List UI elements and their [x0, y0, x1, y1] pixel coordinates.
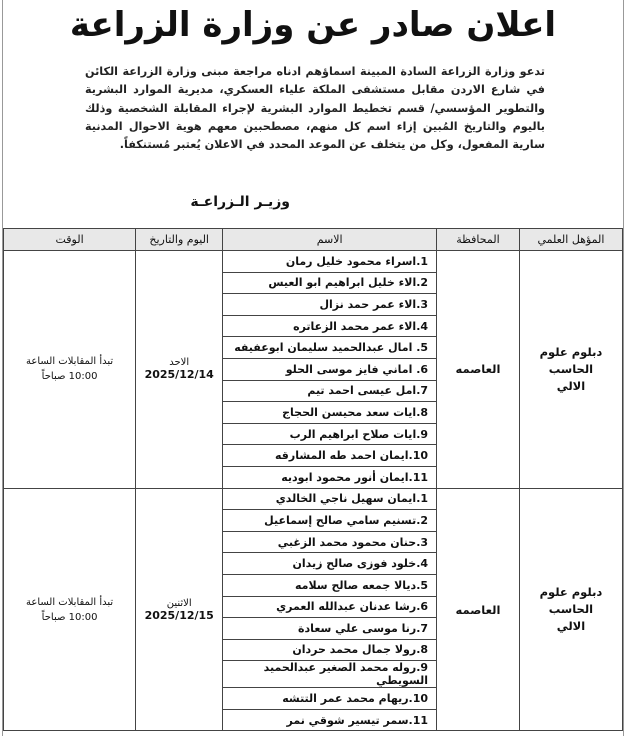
candidate-name: 3.الاء عمر حمد نزال [222, 293, 438, 316]
header-date: اليوم والتاريخ [135, 228, 224, 251]
date-cell: الاثنين 2025/12/15 [135, 487, 224, 732]
time: تبدأ المقابلات الساعة 10:00 صباحاً [25, 356, 114, 383]
table-row: 11.سمر تيسير شوقي نمر [4, 708, 623, 732]
day: الاحد [169, 357, 190, 369]
header-name: الاسم [222, 228, 438, 251]
qualification-cell: دبلوم علوم الحاسب الالي [518, 250, 624, 489]
candidate-name: 7.امل عيسى احمد تيم [222, 379, 438, 403]
table-row: 2.الاء خليل ابراهيم ابو العيس [4, 271, 623, 295]
candidate-name: 10.ريهام محمد عمر التتشه [222, 687, 438, 710]
candidate-name: 11.ايمان أنور محمود ابوديه [222, 465, 438, 489]
table-row: 5.ديالا جمعه صالح سلامه [4, 573, 623, 597]
table-row: 10.ايمان احمد طه المشارقه [4, 444, 623, 467]
announcement-title: اعلان صادر عن وزارة الزراعة [69, 5, 557, 45]
candidate-name: 4.خلود فوزى صالح زيدان [222, 552, 438, 575]
candidate-name: 11.سمر تيسير شوقي نمر [222, 708, 438, 732]
governorate: العاصمه [455, 362, 501, 377]
candidate-name: 5.ديالا جمعه صالح سلامه [222, 573, 438, 597]
candidate-name: 6.رشا عدنان عبدالله العمري [222, 595, 438, 619]
day: الاثنين [166, 597, 192, 609]
candidate-name: 10.ايمان احمد طه المشارقه [222, 444, 438, 467]
candidate-name: 1.اسراء محمود خليل رمان [222, 250, 438, 273]
time-cell: تبدأ المقابلات الساعة 10:00 صباحاً [2, 250, 137, 489]
header-qualification: المؤهل العلمي [518, 228, 624, 251]
candidate-name: 4.الاء عمر محمد الزعاتره [222, 314, 438, 338]
table-header-row: المؤهل العلمي المحافظة الاسم اليوم والتا… [2, 228, 624, 251]
table-row: دبلوم علوم الحاسب الالي العاصمه 1.اسراء مح… [2, 250, 624, 489]
interview-table: المؤهل العلمي المحافظة الاسم اليوم والتا… [2, 228, 624, 732]
candidate-name: 8.ايات سعد محيسن الحجاج [222, 401, 438, 424]
signature: وزيـر الـزراعـة [190, 194, 290, 210]
qualification-cell: دبلوم علوم الحاسب الالي [518, 487, 624, 732]
candidate-name: 7.رنا موسى علي سعادة [222, 617, 438, 640]
table-row: 6.رشا عدنان عبدالله العمري [4, 595, 623, 619]
qualification: دبلوم علوم الحاسب الالي [539, 585, 603, 633]
governorate-cell: العاصمه [436, 250, 520, 489]
candidate-name: 8.رولا جمال محمد حردان [222, 638, 438, 662]
table-row: 8.ايات سعد محيسن الحجاج [4, 401, 623, 424]
qualification: دبلوم علوم الحاسب الالي [539, 344, 603, 393]
time: تبدأ المقابلات الساعة 10:00 صباحاً [25, 596, 114, 623]
governorate: العاصمه [455, 602, 501, 617]
date: 2025/12/15 [144, 608, 214, 622]
date: 2025/12/14 [144, 368, 214, 382]
header-time: الوقت [2, 228, 137, 251]
table-row: 2.تسنيم سامي صالح إسماعيل [4, 509, 623, 532]
candidate-name: 9.ايات صلاح ابراهيم الرب [222, 422, 438, 446]
table-row: 9.روله محمد الصغير عبدالحميد السويطي [4, 660, 623, 689]
candidate-name: 1.ايمان سهيل ناجي الخالدي [222, 487, 438, 511]
date-cell: الاحد 2025/12/14 [135, 250, 224, 489]
candidate-name: 3.حنان محمود محمد الزغبي [222, 530, 438, 554]
table-row: 4.الاء عمر محمد الزعاتره [4, 314, 623, 338]
time-cell: تبدأ المقابلات الساعة 10:00 صباحاً [2, 487, 137, 732]
candidate-name: 6. اماني فايز موسى الحلو [222, 357, 438, 381]
governorate-cell: العاصمه [436, 487, 520, 732]
candidate-name: 2.الاء خليل ابراهيم ابو العيس [222, 271, 438, 295]
candidate-name: 5. امال عبدالحميد سليمان ابوعفيفه [222, 336, 438, 359]
table-row: 10.ريهام محمد عمر التتشه [4, 687, 623, 710]
table-row: دبلوم علوم الحاسب الالي العاصمه 1.ايمان سه… [2, 487, 624, 732]
header-governorate: المحافظة [436, 228, 520, 251]
candidate-name: 9.روله محمد الصغير عبدالحميد السويطي [222, 660, 438, 689]
candidate-name: 2.تسنيم سامي صالح إسماعيل [222, 509, 438, 532]
announcement-body: تدعو وزارة الزراعة السادة المبينة اسماؤه… [85, 65, 545, 152]
